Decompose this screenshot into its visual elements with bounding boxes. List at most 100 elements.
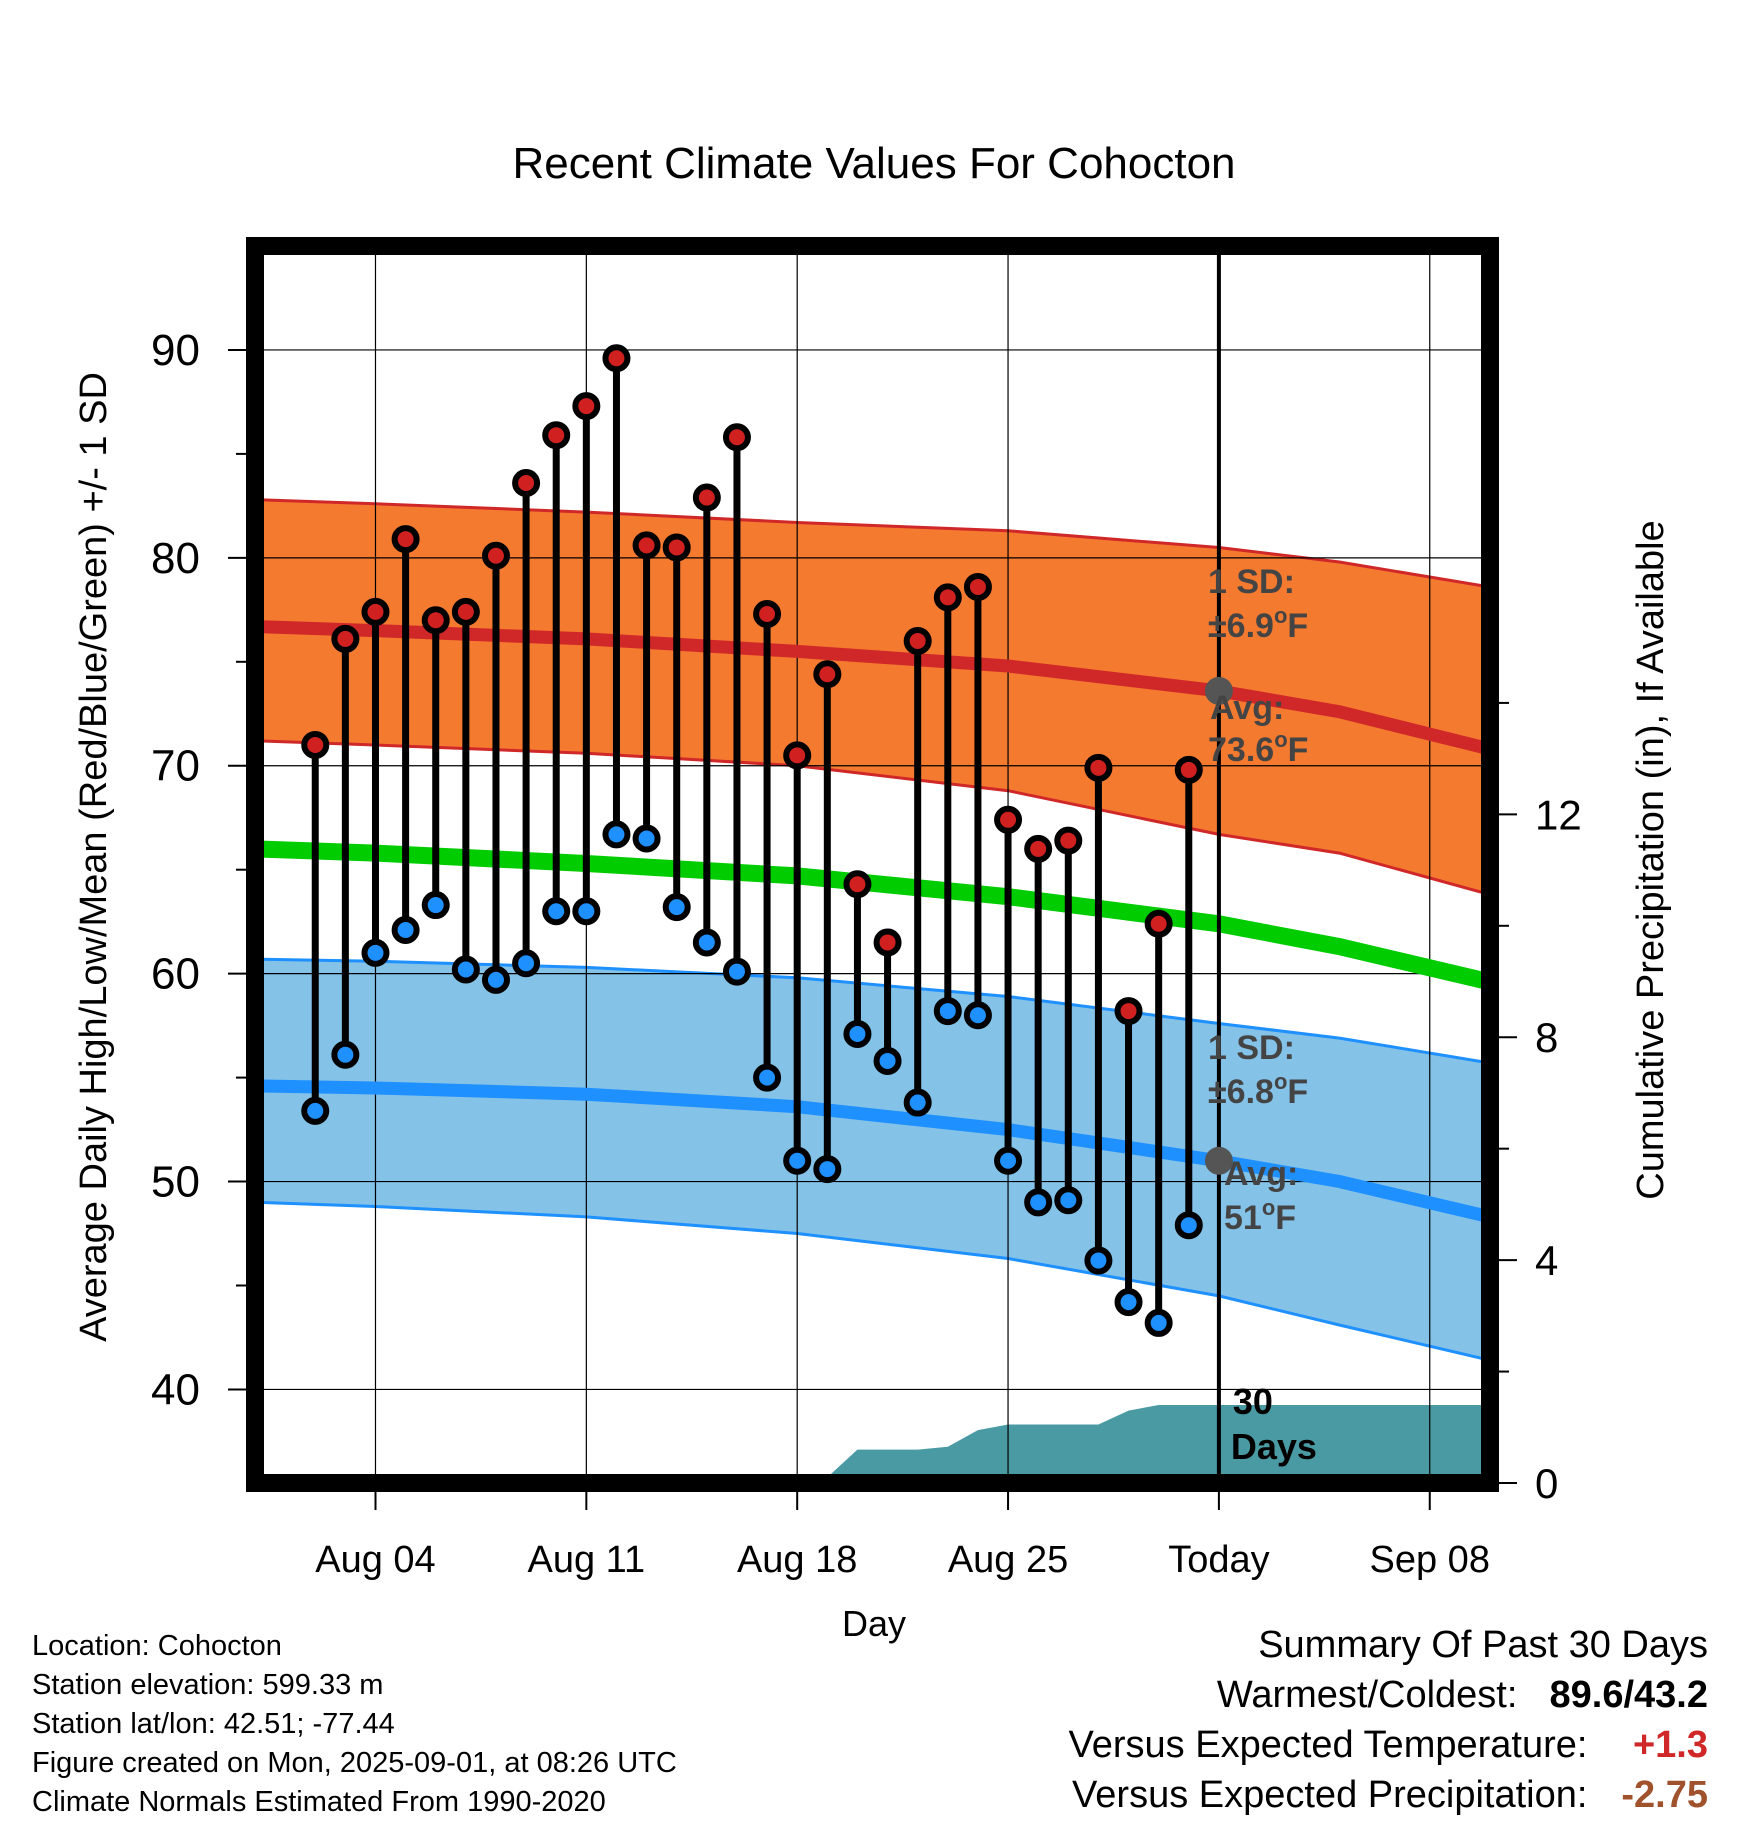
daily-high-point <box>843 870 872 899</box>
y2-tick-label: 12 <box>1535 791 1582 838</box>
summary-warm-cold: Warmest/Coldest: 89.6/43.2 <box>1217 1674 1708 1717</box>
daily-low-point <box>421 891 450 920</box>
x-tick-label: Aug 04 <box>315 1539 435 1581</box>
y-tick-label: 50 <box>151 1158 200 1207</box>
precip-label: Versus Expected Precipitation: <box>1072 1774 1588 1816</box>
high-sd-band <box>255 499 1490 895</box>
x-tick-label: Aug 25 <box>948 1539 1068 1581</box>
daily-high-point <box>572 392 601 421</box>
x-axis-label: Day <box>842 1603 906 1644</box>
high-sd-lower-line <box>255 739 1490 897</box>
temp-label: Versus Expected Temperature: <box>1068 1724 1588 1766</box>
location-text: Location: Cohocton <box>32 1630 282 1662</box>
daily-low-point <box>1054 1186 1083 1215</box>
today-low-avg-point <box>1204 1146 1233 1175</box>
low-sd-lower-line <box>255 1200 1490 1362</box>
daily-low-point <box>301 1096 330 1125</box>
daily-high-point <box>602 344 631 373</box>
daily-high-point <box>451 597 480 626</box>
temp-value: +1.3 <box>1632 1724 1708 1766</box>
warm-cold-value: 89.6/43.2 <box>1549 1674 1708 1716</box>
daily-high-point <box>331 624 360 653</box>
daily-high-point <box>1174 755 1203 784</box>
elevation-text: Station elevation: 599.33 m <box>32 1669 384 1701</box>
summary-temp: Versus Expected Temperature: +1.3 <box>1069 1724 1708 1767</box>
daily-low-point <box>1114 1288 1143 1317</box>
x-tick-label: Today <box>1168 1539 1269 1581</box>
daily-low-point <box>783 1146 812 1175</box>
daily-high-point <box>813 660 842 689</box>
daily-low-point <box>602 820 631 849</box>
high-avg-label: Avg: <box>1210 689 1284 727</box>
daily-low-point <box>722 957 751 986</box>
daily-high-point <box>421 606 450 635</box>
daily-low-point <box>1024 1188 1053 1217</box>
low-avg-label: Avg: <box>1224 1155 1298 1193</box>
daily-low-point <box>662 893 691 922</box>
high-avg-value: 73.6oF <box>1208 727 1308 769</box>
daily-high-point <box>753 599 782 628</box>
daily-high-point <box>632 531 661 560</box>
precipitation-area <box>255 1405 1490 1483</box>
daily-high-point <box>1054 826 1083 855</box>
daily-low-point <box>632 824 661 853</box>
daily-low-point <box>451 955 480 984</box>
daily-high-point <box>903 627 932 656</box>
daily-high-point <box>542 421 571 450</box>
daily-low-point <box>692 928 721 957</box>
daily-low-point <box>572 897 601 926</box>
daily-high-point <box>994 805 1023 834</box>
daily-low-point <box>542 897 571 926</box>
daily-low-point <box>391 915 420 944</box>
daily-high-point <box>301 730 330 759</box>
high-mean-line <box>255 620 1490 756</box>
daily-high-point <box>1024 834 1053 863</box>
summary-title: Summary Of Past 30 Days <box>1258 1624 1708 1666</box>
mean-line <box>255 840 1490 991</box>
daily-low-point <box>1144 1308 1173 1337</box>
daily-high-point <box>933 583 962 612</box>
daily-low-point <box>873 1046 902 1075</box>
normals-text: Climate Normals Estimated From 1990-2020 <box>32 1786 606 1818</box>
daily-low-point <box>813 1155 842 1184</box>
y2-tick-label: 8 <box>1535 1014 1558 1061</box>
daily-low-point <box>331 1040 360 1069</box>
x-tick-label: Aug 18 <box>737 1539 857 1581</box>
daily-high-point <box>873 928 902 957</box>
today-window-label-line1: 30 <box>1233 1381 1273 1422</box>
daily-high-point <box>481 541 510 570</box>
daily-high-point <box>361 597 390 626</box>
daily-low-point <box>361 938 390 967</box>
y-tick-label: 80 <box>151 534 200 583</box>
daily-high-point <box>391 525 420 554</box>
y-axis-label: Average Daily High/Low/Mean (Red/Blue/Gr… <box>73 372 115 1342</box>
high-sd-upper-line <box>255 498 1490 589</box>
daily-low-point <box>753 1063 782 1092</box>
daily-low-point <box>933 997 962 1026</box>
daily-high-point <box>692 483 721 512</box>
y2-axis-label: Cumulative Precipitation (in), If Availa… <box>1630 520 1672 1199</box>
y-tick-label: 90 <box>151 326 200 375</box>
x-tick-label: Sep 08 <box>1370 1539 1490 1581</box>
daily-high-point <box>1144 909 1173 938</box>
daily-low-point <box>994 1146 1023 1175</box>
daily-high-point <box>512 469 541 498</box>
low-sd-upper-line <box>255 957 1490 1065</box>
plot-frame <box>246 237 1499 1492</box>
daily-high-point <box>783 741 812 770</box>
daily-high-point <box>1114 997 1143 1026</box>
warm-cold-label: Warmest/Coldest: <box>1216 1674 1518 1716</box>
y2-tick-label: 4 <box>1535 1237 1558 1284</box>
daily-low-point <box>903 1088 932 1117</box>
daily-low-point <box>1174 1211 1203 1240</box>
y2-tick-label: 0 <box>1535 1460 1558 1507</box>
daily-high-point <box>662 533 691 562</box>
daily-low-point <box>481 965 510 994</box>
low-sd-band <box>255 959 1490 1361</box>
x-tick-label: Aug 11 <box>528 1539 646 1581</box>
daily-low-point <box>963 1001 992 1030</box>
high-sd-label: 1 SD: <box>1208 563 1295 601</box>
